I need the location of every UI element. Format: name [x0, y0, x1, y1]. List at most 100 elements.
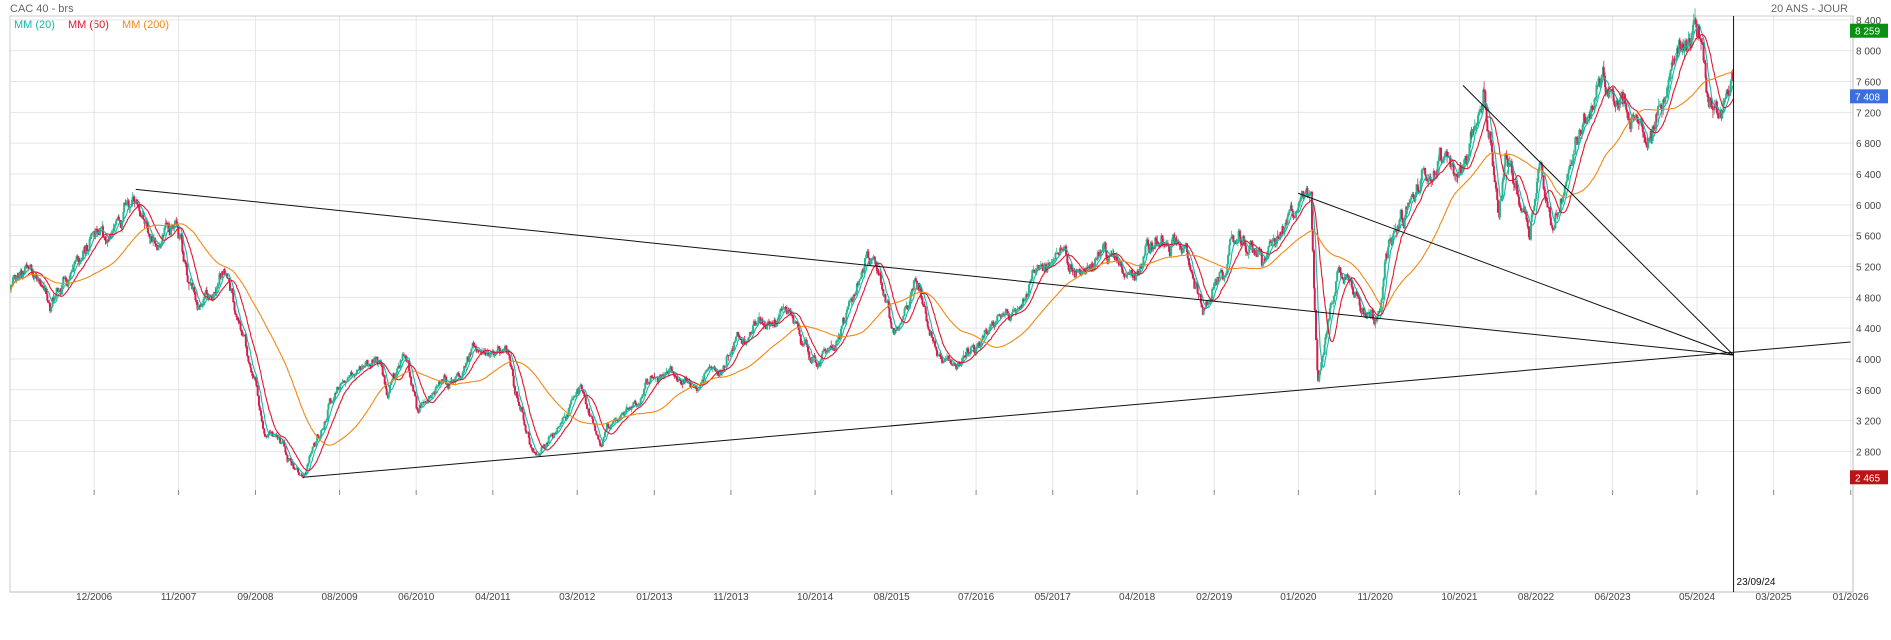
x-tick-label: 11/2007 [161, 592, 197, 603]
moving-average-20 [9, 24, 1734, 476]
candle-body [115, 221, 118, 225]
date-cursor[interactable]: 23/09/24 [1733, 16, 1776, 592]
candle-body [1117, 260, 1120, 266]
candle-body [1225, 273, 1228, 276]
candle-body [1214, 279, 1217, 286]
candle-body [912, 280, 915, 291]
candle-body [1158, 244, 1161, 248]
candle-body [1672, 58, 1675, 65]
candle-body [879, 274, 882, 283]
candle-body [787, 309, 790, 315]
candle-body [469, 353, 472, 355]
candle-body [637, 405, 640, 407]
candle-body [1321, 356, 1324, 363]
candle-body [1115, 257, 1118, 262]
candle-body [1597, 78, 1600, 85]
candle-body [316, 434, 319, 442]
candle-body [803, 339, 806, 345]
candle-body [1230, 236, 1233, 240]
candle-body [588, 408, 591, 416]
candle-body [398, 366, 401, 368]
candle-body [859, 277, 862, 280]
candle-body [684, 377, 687, 384]
candle-body [1047, 262, 1050, 267]
candle-body [1503, 165, 1506, 178]
candle-body [1288, 209, 1291, 213]
candle-body [1613, 101, 1616, 106]
candle-body [1551, 227, 1554, 231]
candle-body [253, 377, 256, 379]
candle-body [299, 474, 302, 476]
candle-body [457, 372, 460, 376]
candle-body [1655, 114, 1658, 116]
plot-frame [9, 15, 1854, 593]
candle-body [1170, 245, 1173, 257]
candle-body [1549, 207, 1552, 218]
candle-body [781, 307, 784, 310]
candle-body [752, 325, 755, 334]
candle-body [738, 335, 741, 339]
candle-body [1350, 278, 1353, 281]
candle-body [807, 344, 810, 352]
candle-body [1591, 105, 1594, 110]
candle-body [1616, 100, 1619, 105]
candle-body [590, 415, 593, 417]
candle-body [80, 258, 83, 260]
candle-body [394, 375, 397, 379]
candle-body [1195, 282, 1198, 286]
candle-body [1620, 91, 1623, 94]
candle-body [884, 294, 887, 303]
candle-body [641, 395, 644, 397]
candle-body [1684, 40, 1687, 50]
candle-body [617, 419, 620, 421]
candle-body [419, 405, 422, 408]
candle-body [1627, 111, 1630, 121]
legend: MM (20) MM (50) MM (200) [14, 19, 179, 31]
candle-body [1260, 252, 1263, 266]
candle-body [1264, 258, 1267, 261]
candle-body [374, 357, 377, 359]
candle-body [623, 412, 626, 416]
candle-body [1196, 282, 1199, 294]
candle-body [223, 269, 226, 274]
candle-body [244, 335, 247, 337]
candle-body [1023, 298, 1026, 301]
candle-body [962, 355, 965, 358]
candle-body [865, 254, 868, 259]
candle-body [464, 366, 467, 368]
candle-body [706, 368, 709, 371]
candle-body [1667, 80, 1670, 89]
candle-body [1094, 258, 1097, 260]
candle-body [964, 355, 967, 357]
candle-body [234, 310, 237, 315]
candle-body [1530, 214, 1533, 222]
candle-body [1279, 232, 1282, 235]
candle-body [1466, 160, 1469, 164]
candle-body [847, 306, 850, 310]
candle-body [348, 375, 351, 378]
candle-body [1549, 217, 1552, 226]
candle-body [1297, 207, 1300, 211]
candle-body [1213, 285, 1216, 289]
candle-body [38, 279, 41, 281]
candle-body [1608, 90, 1611, 97]
candle-body [856, 283, 859, 286]
y-tick-label: 3 200 [1856, 417, 1881, 428]
candle-body [1184, 243, 1187, 246]
candle-body [1232, 235, 1235, 243]
candle-body [34, 274, 37, 278]
candle-body [750, 333, 753, 335]
candle-body [264, 433, 267, 437]
candle-body [414, 391, 417, 397]
candle-body [401, 354, 404, 361]
candle-body [581, 388, 584, 392]
candle-body [1406, 202, 1409, 209]
candle-body [459, 378, 462, 380]
candle-body [74, 260, 77, 262]
candle-body [242, 335, 245, 337]
candle-body [1137, 270, 1140, 274]
candle-body [1641, 126, 1644, 133]
candle-body [967, 352, 970, 354]
candle-body [1524, 211, 1527, 215]
